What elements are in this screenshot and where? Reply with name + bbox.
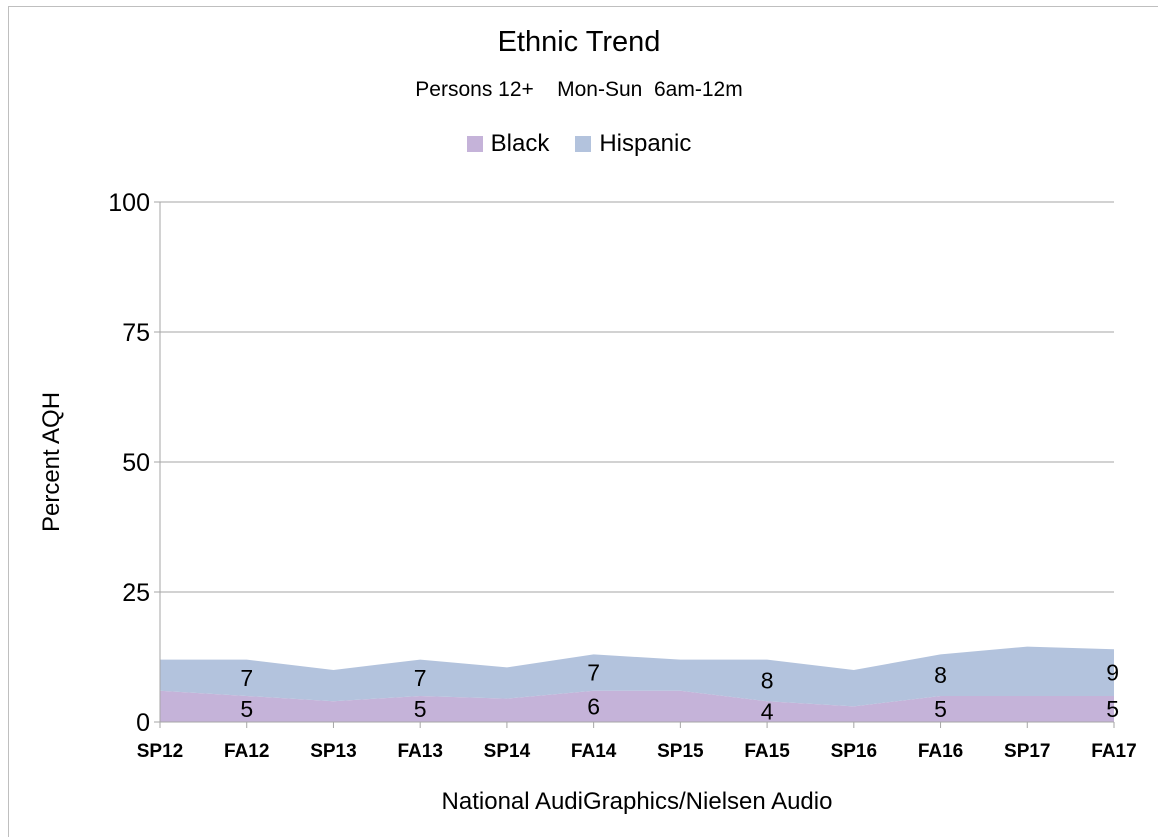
legend-swatch-black — [466, 136, 483, 152]
x-tick-label: FA16 — [918, 741, 963, 762]
x-tick-label: SP12 — [137, 741, 183, 762]
x-tick-label: SP15 — [657, 741, 704, 762]
legend: Black Hispanic — [0, 130, 1158, 158]
legend-item-black: Black — [466, 130, 550, 158]
data-label: 9 — [1106, 660, 1119, 686]
x-tick-label: FA14 — [571, 741, 617, 762]
y-tick-label: 50 — [122, 449, 150, 477]
x-axis-label: National AudiGraphics/Nielsen Audio — [441, 788, 833, 815]
legend-swatch-hispanic — [575, 136, 592, 152]
data-label: 4 — [761, 699, 774, 725]
x-tick-label: SP16 — [831, 741, 877, 762]
legend-item-hispanic: Hispanic — [575, 130, 691, 158]
chart-frame — [8, 6, 1158, 837]
x-tick-label: FA15 — [744, 741, 790, 762]
data-label: 8 — [934, 662, 947, 688]
data-label: 6 — [587, 693, 600, 719]
y-tick-label: 100 — [108, 189, 150, 217]
data-label: 5 — [1106, 696, 1119, 722]
y-tick-label: 25 — [122, 579, 150, 607]
data-label: 5 — [414, 696, 427, 722]
area-black — [160, 690, 1114, 722]
x-tick-label: FA12 — [224, 741, 269, 762]
chart-subtitle: Persons 12+ Mon-Sun 6am-12m — [415, 78, 743, 101]
y-tick-label: 0 — [136, 709, 150, 737]
data-label: 7 — [587, 660, 600, 686]
x-tick-label: FA13 — [397, 741, 442, 762]
x-tick-label: FA17 — [1091, 741, 1136, 762]
x-tick-label: SP14 — [484, 741, 531, 762]
y-tick-label: 75 — [122, 319, 150, 347]
area-hispanic — [160, 646, 1114, 707]
data-label: 7 — [414, 665, 427, 691]
data-label: 5 — [934, 696, 947, 722]
x-tick-label: SP13 — [310, 741, 356, 762]
x-tick-label: SP17 — [1004, 741, 1050, 762]
data-label: 5 — [240, 696, 253, 722]
chart-title: Ethnic Trend — [497, 26, 661, 58]
legend-label-black: Black — [490, 130, 550, 157]
y-axis-label: Percent AQH — [38, 391, 65, 533]
legend-label-hispanic: Hispanic — [599, 130, 692, 157]
data-label: 7 — [240, 665, 253, 691]
data-label: 8 — [761, 667, 774, 693]
